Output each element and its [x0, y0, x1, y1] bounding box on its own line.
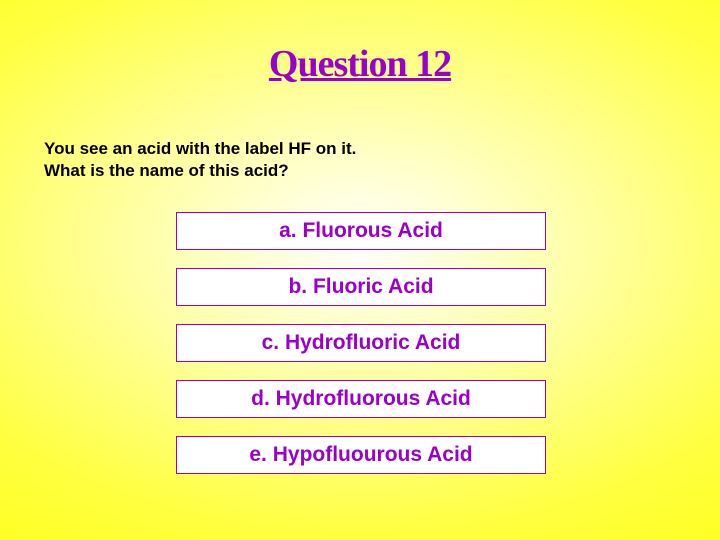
prompt-line-1: You see an acid with the label HF on it. [44, 139, 356, 158]
answer-label: c. Hydrofluoric Acid [262, 331, 461, 355]
answer-option-a[interactable]: a. Fluorous Acid [176, 212, 546, 250]
answer-label: e. Hypofluourous Acid [249, 443, 472, 467]
answer-label: d. Hydrofluorous Acid [251, 387, 471, 411]
answer-label: a. Fluorous Acid [279, 219, 443, 243]
answer-label: b. Fluoric Acid [288, 275, 433, 299]
answer-option-c[interactable]: c. Hydrofluoric Acid [176, 324, 546, 362]
answer-option-b[interactable]: b. Fluoric Acid [176, 268, 546, 306]
answer-option-d[interactable]: d. Hydrofluorous Acid [176, 380, 546, 418]
answer-option-e[interactable]: e. Hypofluourous Acid [176, 436, 546, 474]
prompt-line-2: What is the name of this acid? [44, 161, 289, 180]
answer-list: a. Fluorous Acid b. Fluoric Acid c. Hydr… [176, 212, 546, 492]
quiz-slide: Question 12 You see an acid with the lab… [0, 0, 720, 540]
question-prompt: You see an acid with the label HF on it.… [44, 138, 644, 182]
question-title: Question 12 [0, 42, 720, 86]
